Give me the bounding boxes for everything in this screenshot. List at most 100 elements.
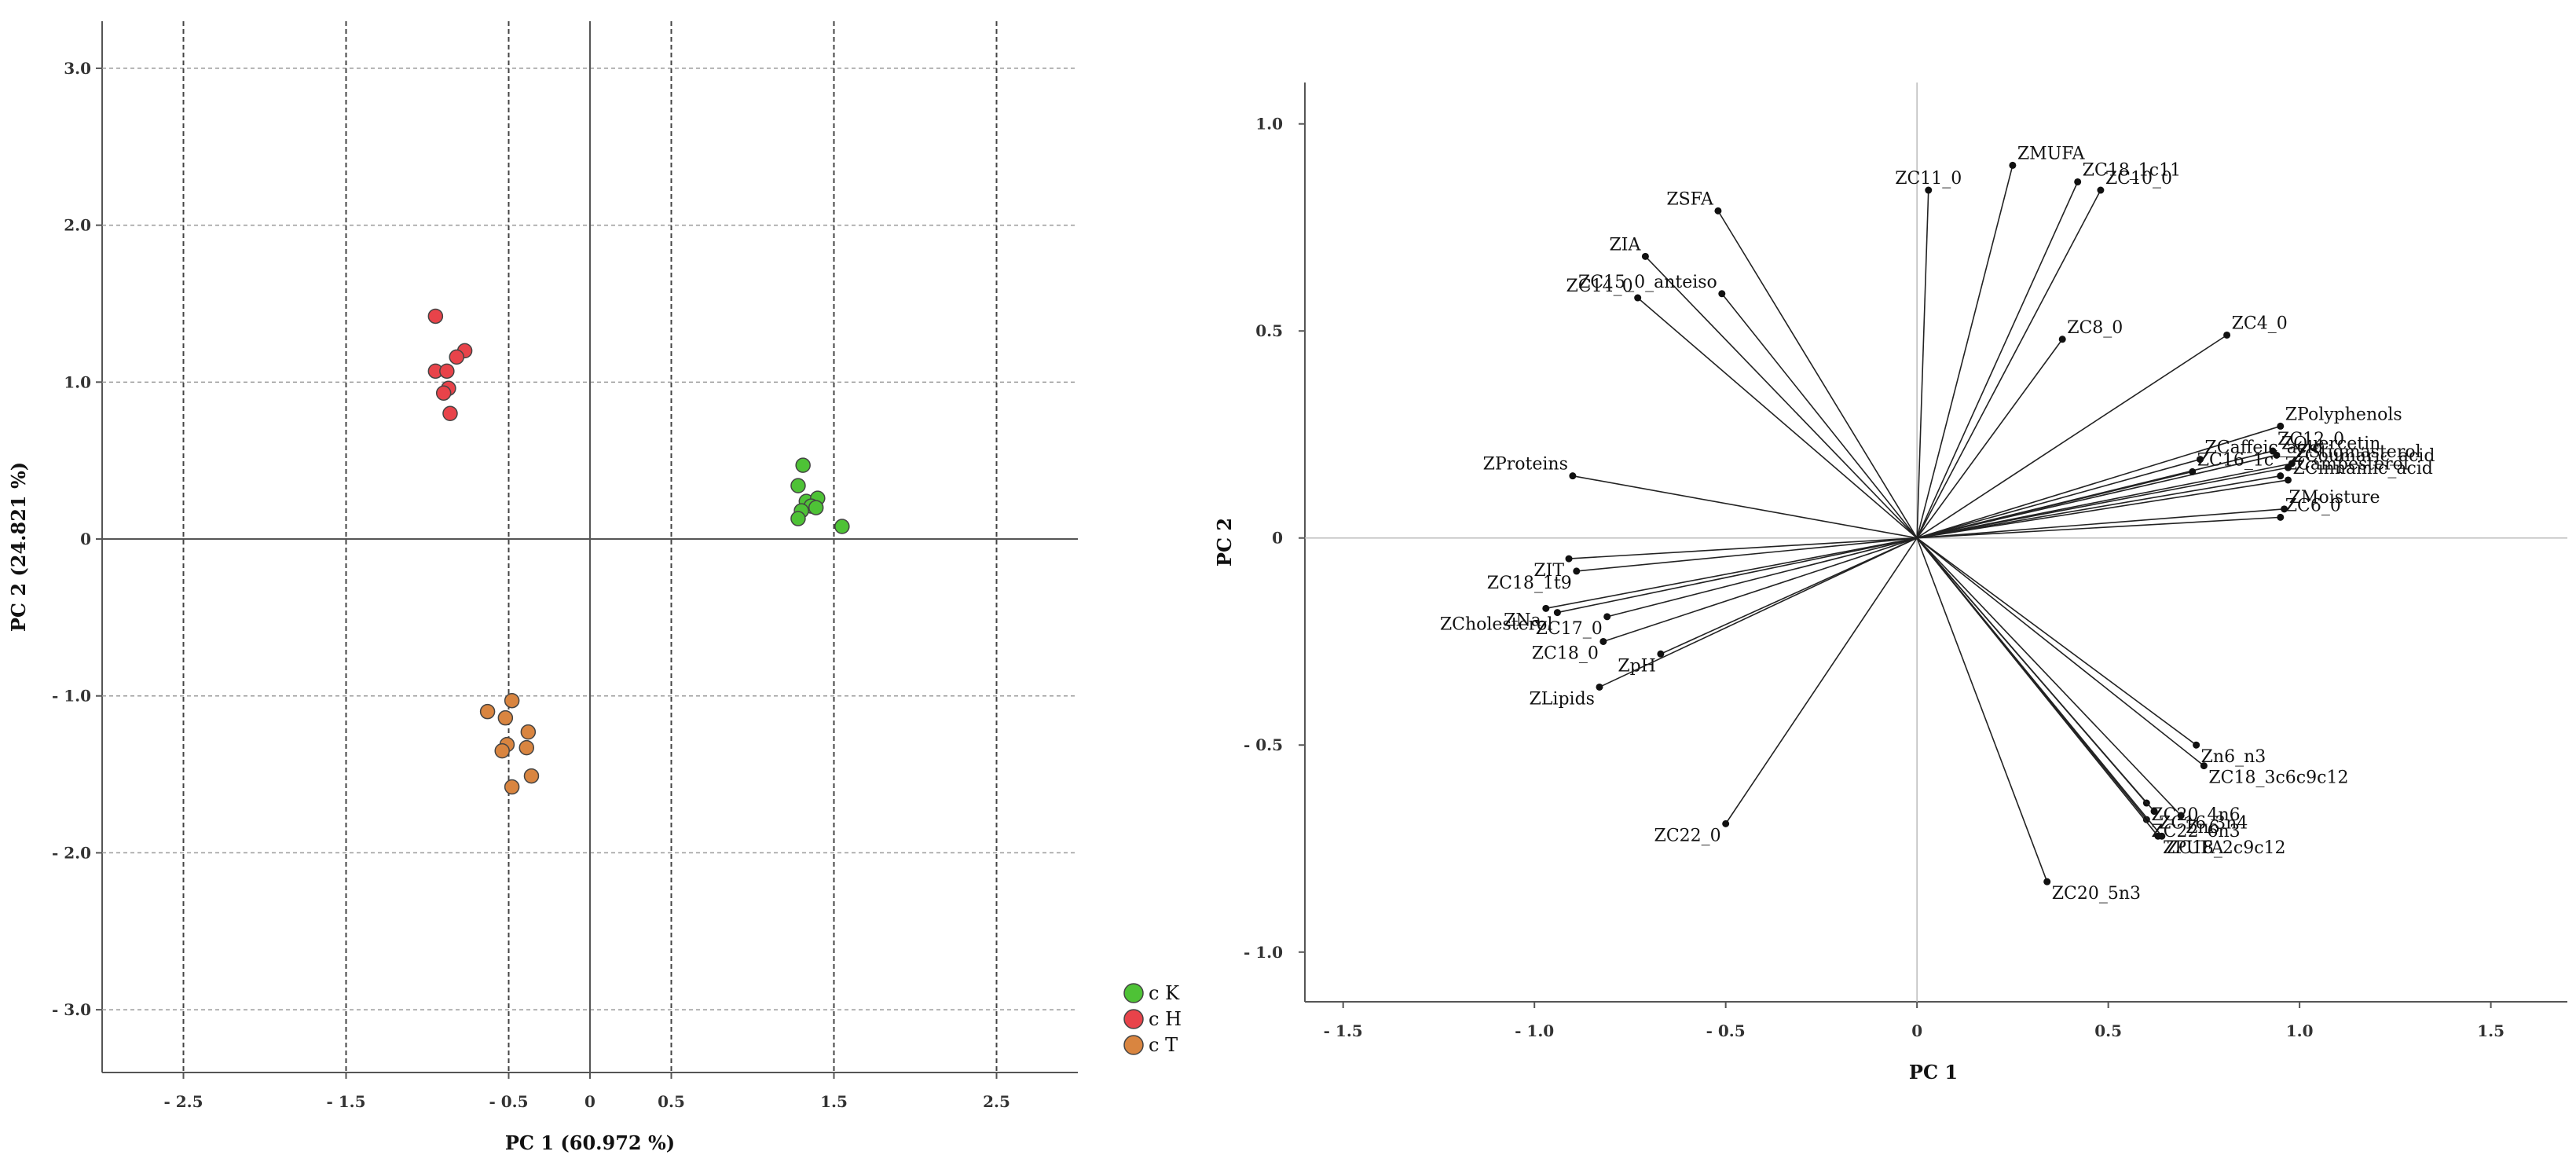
loading-vector-zlipids bbox=[1599, 537, 1918, 688]
legend-label-c-h: c H bbox=[1149, 1008, 1182, 1030]
loading-vector-zn6-n3 bbox=[1916, 537, 2197, 746]
loading-vector-tip-zc6-0 bbox=[2277, 513, 2285, 521]
loading-vector-zc18-0 bbox=[1603, 537, 1918, 643]
score-point-c-h bbox=[439, 363, 455, 380]
loading-vector-label-zc22-6n3: ZC22_6n3 bbox=[2151, 822, 2240, 842]
loading-y-tick-label: 1.0 bbox=[1255, 115, 1283, 134]
loading-vector-tip-zna bbox=[1542, 604, 1550, 612]
loading-vector-label-zcholesterol: ZCholesterol bbox=[1440, 615, 1553, 635]
score-plot-ticks: 3.0 2.0 1.0 0 - 1.0 - 2.0 - 3.0 - 2.5 - 1.5 - 0.5… bbox=[52, 59, 1010, 1111]
loading-vector-zit bbox=[1568, 537, 1918, 559]
loading-vector-tip-zph bbox=[1657, 650, 1665, 658]
loading-vector-label-zc8-0: ZC8_0 bbox=[2067, 318, 2123, 338]
loading-vector-zcampesterol bbox=[1917, 475, 2281, 539]
loading-x-tick-label: - 1.0 bbox=[1515, 1021, 1554, 1040]
score-y-tick-label: 0 bbox=[80, 530, 91, 548]
loading-vector-label-zpufa: ZPUFA bbox=[2163, 838, 2225, 858]
legend-label-c-t: c T bbox=[1149, 1034, 1178, 1056]
loading-vector-zc18-1c11 bbox=[1916, 182, 2079, 539]
loading-vector-zcaffeic-acid bbox=[1916, 458, 2200, 539]
loading-x-tick-label: 0 bbox=[1911, 1021, 1922, 1040]
score-point-c-t bbox=[518, 739, 535, 756]
loading-vector-tip-zlipids bbox=[1596, 683, 1603, 691]
loading-vector-label-zc18-2c9c12: ZC18_2c9c12 bbox=[2167, 838, 2286, 858]
loading-vector-tip-zproteins bbox=[1569, 472, 1577, 480]
loading-vector-zia bbox=[1644, 255, 1918, 539]
loading-vector-label-zcinnamic-acid: ZCinnamic_acid bbox=[2293, 459, 2433, 478]
score-plot-points bbox=[427, 308, 850, 795]
loading-plot-x-axis-title: PC 1 bbox=[1909, 1061, 1958, 1084]
loading-vector-label-zc10-0: ZC10_0 bbox=[2105, 169, 2172, 189]
loading-vector-zc4-0 bbox=[1916, 334, 2228, 539]
loading-vector-tip-zmoisture bbox=[2281, 505, 2288, 513]
score-y-tick-label: - 2.0 bbox=[52, 843, 91, 862]
loading-x-tick-label: 0.5 bbox=[2094, 1021, 2122, 1040]
loading-vector-label-zc16-3n4: ZC16_3n4 bbox=[2159, 814, 2248, 834]
legend-label-c-k: c K bbox=[1149, 982, 1180, 1004]
loading-vector-label-zsfa: ZSFA bbox=[1666, 189, 1714, 209]
loading-vector-label-zc18-1c11: ZC18_1c11 bbox=[2083, 160, 2181, 180]
score-x-tick-label: 1.5 bbox=[820, 1092, 848, 1111]
score-y-tick-label: - 3.0 bbox=[52, 1000, 91, 1019]
loading-vector-zc18-3c6c9c12 bbox=[1916, 537, 2204, 767]
loading-vector-zc16-1c bbox=[1916, 471, 2193, 539]
loading-plot: - 1.5 - 1.0 - 0.5 0 0.5 1.0 1.5 1.0 0.5 0 - 0.5 - 1… bbox=[1213, 82, 2567, 1084]
loading-vector-label-zquercetin: ZQuercetin bbox=[2281, 434, 2380, 453]
loading-vector-label-zc20-4n6: ZC20_4n6 bbox=[2151, 805, 2240, 825]
loading-vector-tip-zc18-1t9 bbox=[1573, 567, 1581, 575]
loading-vector-zc14-0 bbox=[1637, 297, 1918, 539]
loading-vector-tip-zcoumaric-acid bbox=[2285, 464, 2292, 471]
loading-vector-tip-zc22-6n3 bbox=[2142, 816, 2150, 823]
loading-vector-zc20-5n3 bbox=[1916, 537, 2048, 882]
loading-plot-ticks: - 1.5 - 1.0 - 0.5 0 0.5 1.0 1.5 1.0 0.5 0 - 0.5 - 1… bbox=[1244, 115, 2505, 1040]
loading-vector-label-zc18-1t9: ZC18_1t9 bbox=[1487, 574, 1572, 593]
score-point-c-t bbox=[520, 724, 537, 740]
loading-vector-zcinnamic-acid bbox=[1917, 479, 2288, 539]
loading-y-tick-label: 0.5 bbox=[1255, 321, 1283, 340]
loading-vector-zc18-1t9 bbox=[1576, 537, 1918, 572]
loading-vector-label-zia: ZIA bbox=[1610, 235, 1642, 255]
loading-vector-tip-zc4-0 bbox=[2223, 331, 2231, 339]
score-point-c-k bbox=[808, 500, 824, 515]
loading-vector-label-zn6: Zn6 bbox=[2186, 818, 2219, 838]
loading-vector-tip-zquercetin bbox=[2273, 451, 2281, 459]
loading-vector-tip-zsfa bbox=[1714, 207, 1722, 214]
loading-vector-zc17-0 bbox=[1607, 537, 1918, 618]
loading-vector-zc15-0-anteiso bbox=[1721, 293, 1918, 539]
loading-vector-tip-zcaffeic-acid bbox=[2197, 456, 2204, 464]
loading-vector-tip-zc20-5n3 bbox=[2043, 878, 2051, 886]
score-point-c-t bbox=[504, 692, 520, 709]
loading-y-tick-label: 0 bbox=[1272, 529, 1283, 548]
score-y-tick-label: 3.0 bbox=[64, 59, 91, 78]
loading-vector-tip-zn6 bbox=[2177, 812, 2185, 820]
loading-vector-zc11-0 bbox=[1916, 190, 1929, 538]
loading-vector-zc6-0 bbox=[1917, 516, 2281, 539]
loading-vector-tip-zmufa bbox=[2009, 161, 2017, 169]
loading-vector-label-zc16-1c: ZC16_1c bbox=[2197, 450, 2274, 470]
loading-y-tick-label: - 1.0 bbox=[1244, 943, 1283, 962]
score-plot-grid bbox=[102, 21, 1078, 1072]
score-x-tick-label: - 0.5 bbox=[489, 1092, 528, 1111]
loading-vector-label-zlipids: ZLipids bbox=[1530, 689, 1595, 709]
score-y-tick-label: - 1.0 bbox=[52, 687, 91, 706]
loading-vector-label-zc17-0: ZC17_0 bbox=[1536, 619, 1603, 639]
loading-vector-tip-zit bbox=[1565, 555, 1573, 563]
loading-vector-zph bbox=[1660, 537, 1918, 655]
loading-vector-label-zcaffeic-acid: ZCaffeic_acid bbox=[2205, 438, 2324, 458]
loading-vector-label-zn6-n3: Zn6_n3 bbox=[2201, 747, 2266, 767]
score-plot-x-axis-title: PC 1 (60.972 %) bbox=[505, 1131, 675, 1154]
score-plot: 3.0 2.0 1.0 0 - 1.0 - 2.0 - 3.0 - 2.5 - 1.5 - 0.5… bbox=[7, 21, 1182, 1154]
loading-vector-label-zcampesterol: ZCampesterol bbox=[2285, 455, 2409, 475]
loading-vector-zc10-0 bbox=[1916, 189, 2101, 539]
legend-marker-c-k bbox=[1123, 983, 1144, 1003]
loading-vector-zproteins bbox=[1572, 475, 1918, 539]
loading-vector-label-zc20-5n3: ZC20_5n3 bbox=[2052, 884, 2141, 904]
loading-vector-label-zna: ZNa bbox=[1504, 610, 1541, 630]
loading-vector-label-zmoisture: ZMoisture bbox=[2289, 488, 2380, 508]
loading-vector-label-zc15-0-anteiso: ZC15_0_anteiso bbox=[1578, 273, 1717, 292]
loading-vector-label-zc14-0: ZC14_0 bbox=[1566, 277, 1633, 296]
loading-vector-label-zc22-0: ZC22_0 bbox=[1654, 826, 1721, 845]
loading-vector-label-zc4-0: ZC4_0 bbox=[2232, 314, 2288, 333]
